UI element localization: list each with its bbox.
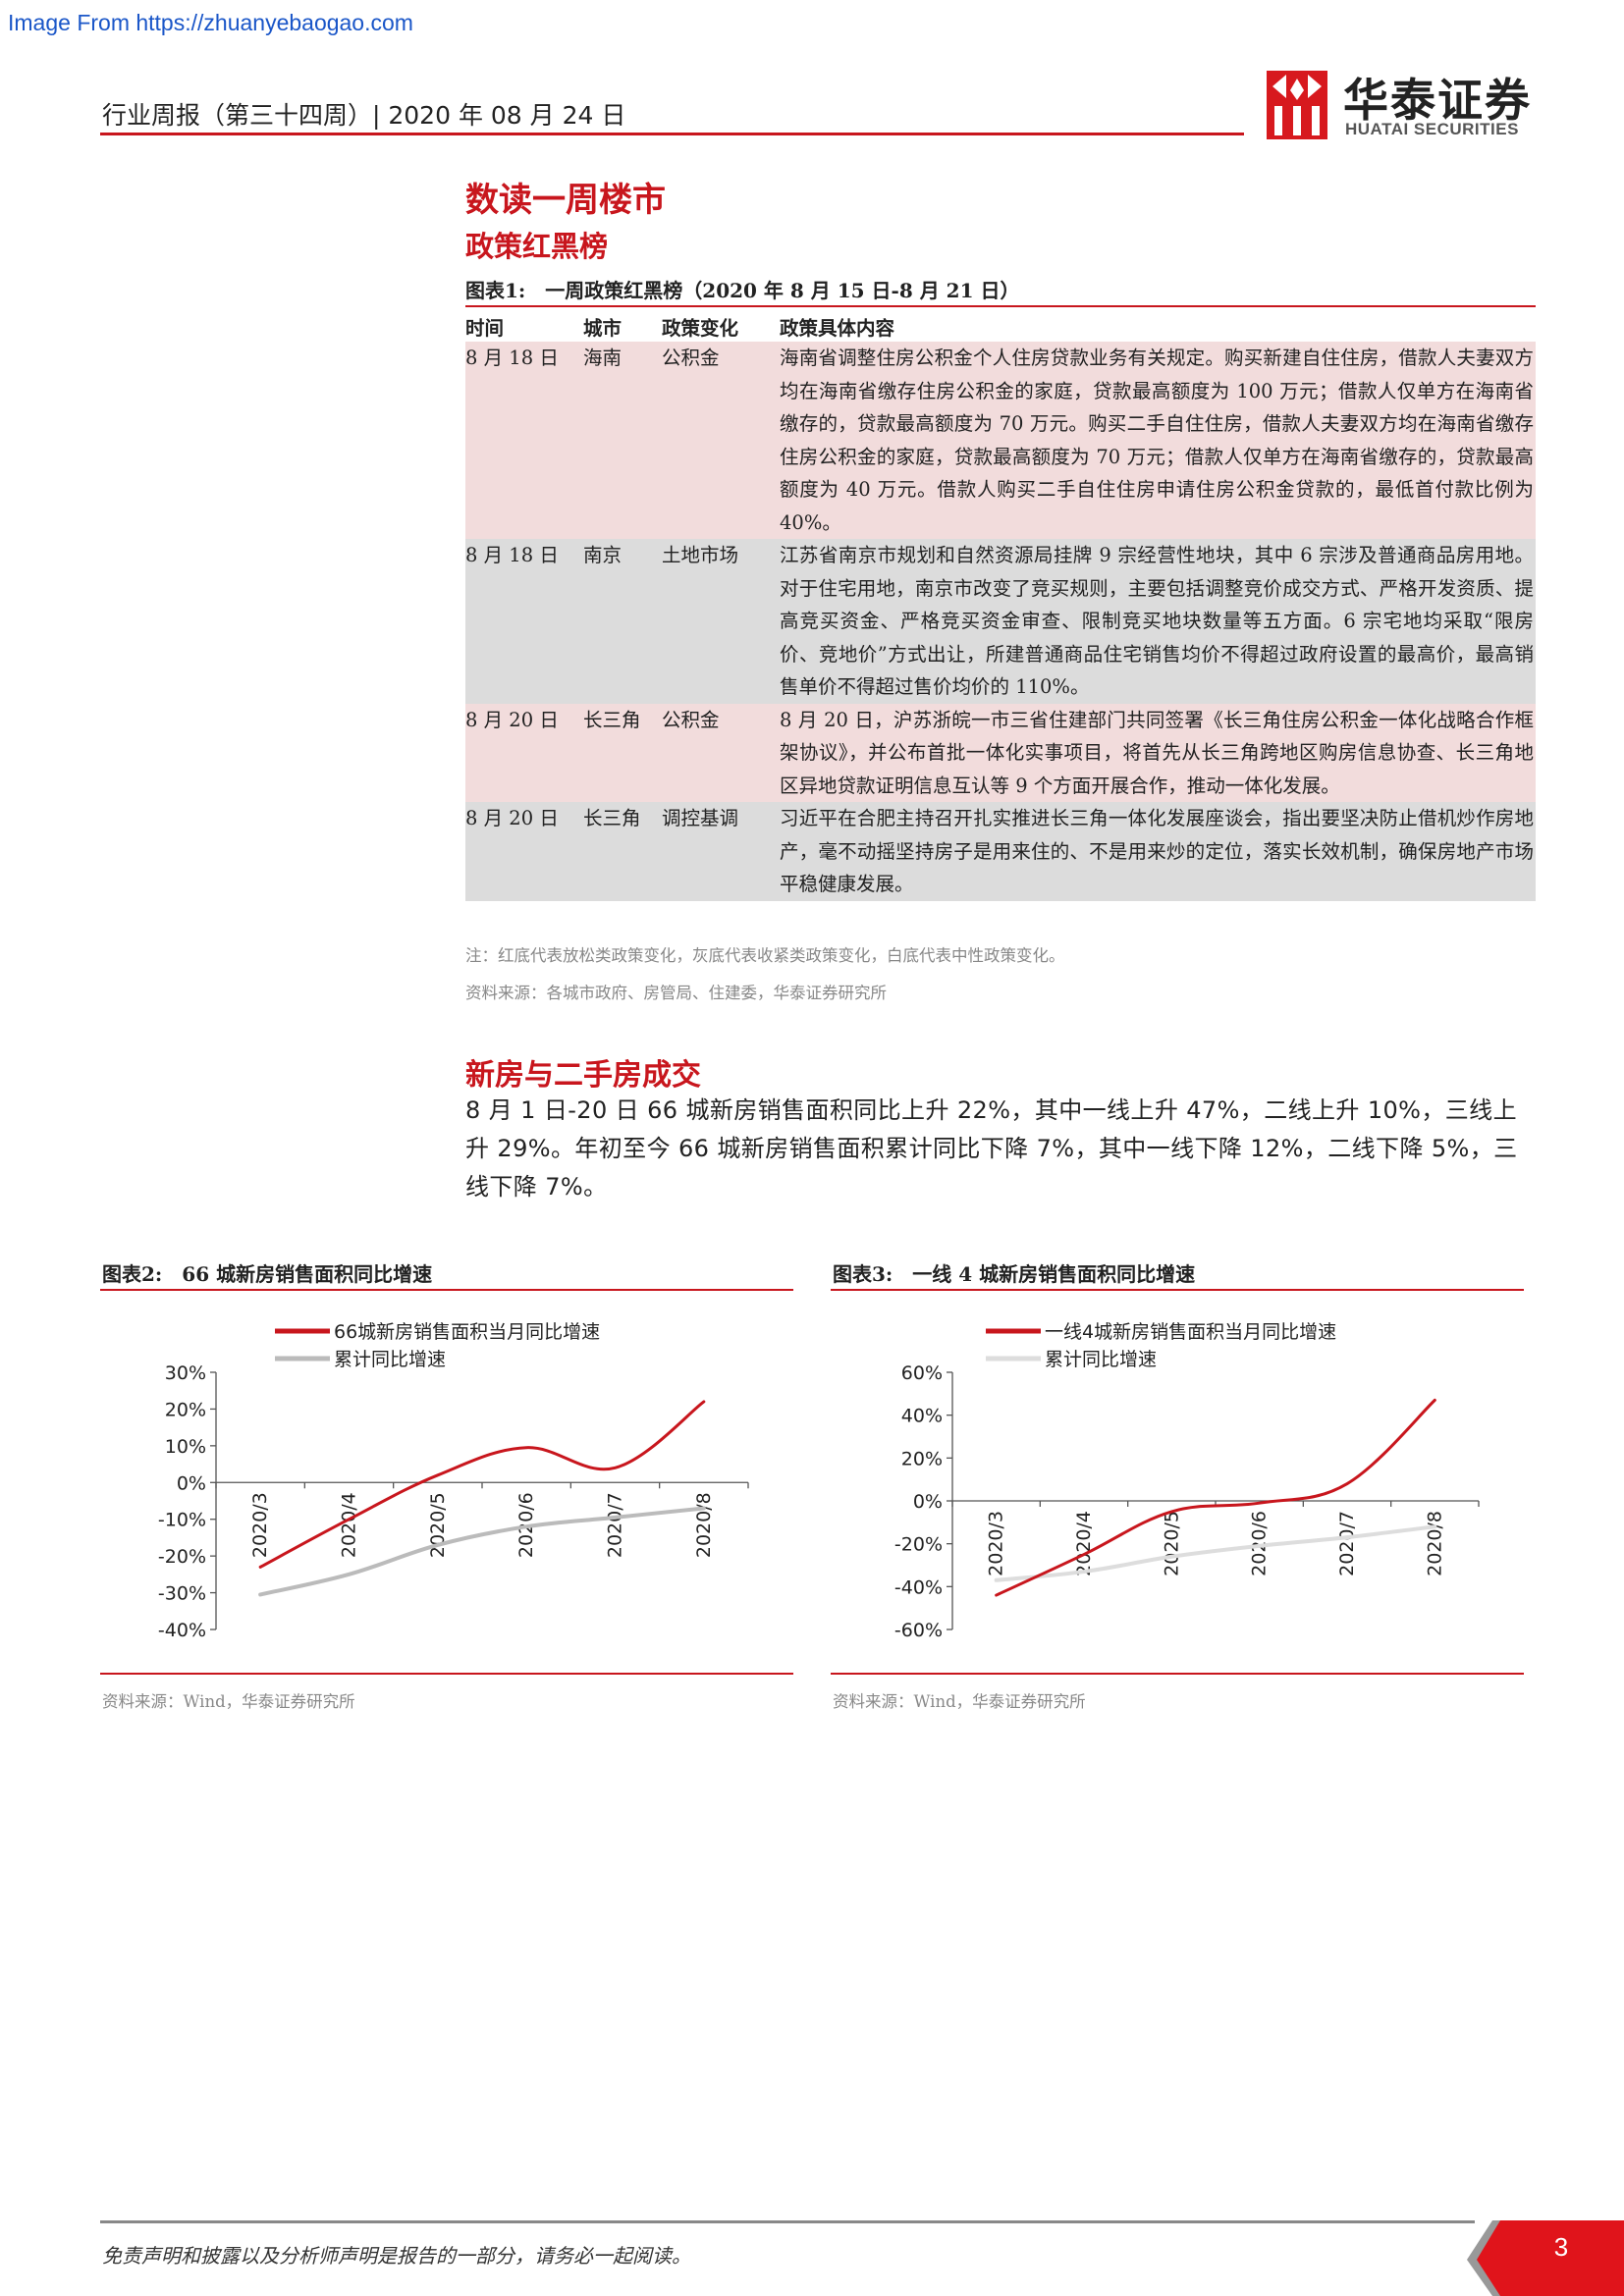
y-tick-label: 40% (901, 1406, 943, 1427)
source-watermark: Image From https://zhuanyebaogao.com (8, 10, 413, 35)
row-date: 8 月 18 日 (465, 342, 583, 539)
x-tick-label: 2020/5 (1161, 1511, 1182, 1576)
figure2-top-rule (100, 1289, 793, 1291)
row-change: 公积金 (662, 703, 780, 802)
section-title: 数读一周楼市 (465, 181, 666, 220)
series-line-0 (258, 1400, 706, 1569)
row-date: 8 月 20 日 (465, 703, 583, 802)
footer-disclaimer: 免责声明和披露以及分析师声明是报告的一部分，请务必一起阅读。 (102, 2244, 691, 2268)
figure3-bottom-rule (831, 1673, 1524, 1675)
header-rule (100, 133, 1244, 135)
table-row: 8 月 20 日 长三角 调控基调 习近平在合肥主持召开扎实推进长三角一体化发展… (465, 802, 1536, 901)
table-note: 注：红底代表放松类政策变化，灰底代表收紧类政策变化，白底代表中性政策变化。 (465, 946, 1065, 965)
policy-table: 时间 城市 政策变化 政策具体内容 8 月 18 日 海南 公积金 海南省调整住… (465, 310, 1536, 901)
y-tick-label: 60% (901, 1362, 943, 1384)
y-tick-label: -10% (158, 1510, 206, 1531)
y-tick-label: -60% (894, 1620, 943, 1641)
legend-label-0: 66城新房销售面积当月同比增速 (334, 1321, 600, 1343)
x-tick-label: 2020/7 (605, 1492, 626, 1558)
x-tick-label: 2020/6 (1249, 1511, 1271, 1576)
legend-label-1: 累计同比增速 (1045, 1349, 1157, 1370)
row-city: 长三角 (583, 703, 662, 802)
logo-english-name: HUATAI SECURITIES (1345, 120, 1519, 138)
y-tick-label: -20% (894, 1534, 943, 1556)
figure2-bottom-rule (100, 1673, 793, 1675)
legend-label-0: 一线4城新房销售面积当月同比增速 (1045, 1321, 1336, 1343)
section2-title: 新房与二手房成交 (465, 1058, 701, 1093)
page-number: 3 (1553, 2232, 1569, 2262)
row-content: 习近平在合肥主持召开扎实推进长三角一体化发展座谈会，指出要坚决防止借机炒作房地产… (780, 802, 1536, 901)
table-row: 8 月 18 日 海南 公积金 海南省调整住房公积金个人住房贷款业务有关规定。购… (465, 342, 1536, 539)
figure3-title: 图表3: 一线 4 城新房销售面积同比增速 (833, 1262, 1196, 1286)
table-top-rule (465, 305, 1536, 307)
figure3-top-rule (831, 1289, 1524, 1291)
figure3-source: 资料来源：Wind，华泰证券研究所 (833, 1692, 1086, 1711)
row-change: 调控基调 (662, 802, 780, 901)
figure2-title: 图表2: 66 城新房销售面积同比增速 (102, 1262, 433, 1286)
figure2-source: 资料来源：Wind，华泰证券研究所 (102, 1692, 355, 1711)
table-header-row: 时间 城市 政策变化 政策具体内容 (465, 310, 1536, 342)
row-date: 8 月 18 日 (465, 539, 583, 704)
row-city: 南京 (583, 539, 662, 704)
row-date: 8 月 20 日 (465, 802, 583, 901)
series-line-1 (258, 1506, 706, 1597)
report-header: 行业周报（第三十四周）| 2020 年 08 月 24 日 (102, 101, 626, 130)
x-tick-label: 2020/8 (693, 1492, 715, 1558)
x-tick-label: 2020/4 (1073, 1511, 1095, 1576)
column-header-city: 城市 (583, 316, 623, 340)
row-change: 土地市场 (662, 539, 780, 704)
x-tick-label: 2020/3 (986, 1511, 1007, 1576)
table-source: 资料来源：各城市政府、房管局、住建委，华泰证券研究所 (465, 984, 887, 1002)
page-number-box: 3 (1453, 2220, 1624, 2296)
section2-paragraph: 8 月 1 日-20 日 66 城新房销售面积同比上升 22%，其中一线上升 4… (465, 1096, 1518, 1201)
series-line-1 (994, 1524, 1437, 1582)
column-header-content: 政策具体内容 (780, 316, 895, 340)
logo-chinese-name: 华泰证券 (1343, 74, 1532, 127)
x-tick-label: 2020/7 (1336, 1511, 1358, 1576)
x-tick-label: 2020/3 (249, 1492, 271, 1558)
row-city: 海南 (583, 342, 662, 539)
y-tick-label: -20% (158, 1546, 206, 1568)
page-tab-shape (1467, 2220, 1624, 2296)
y-tick-label: 10% (165, 1436, 206, 1458)
column-header-change: 政策变化 (662, 316, 739, 340)
row-content: 8 月 20 日，沪苏浙皖一市三省住建部门共同签署《长三角住房公积金一体化战略合… (780, 703, 1536, 802)
y-tick-label: 0% (913, 1491, 943, 1513)
section-subtitle: 政策红黑榜 (465, 230, 609, 263)
y-tick-label: -30% (158, 1583, 206, 1605)
huatai-logo: 华泰证券 HUATAI SECURITIES (1267, 71, 1532, 141)
row-change: 公积金 (662, 342, 780, 539)
y-tick-label: 20% (901, 1448, 943, 1469)
table-row: 8 月 18 日 南京 土地市场 江苏省南京市规划和自然资源局挂牌 9 宗经营性… (465, 539, 1536, 704)
column-header-date: 时间 (465, 316, 505, 340)
x-tick-label: 2020/8 (1424, 1511, 1445, 1576)
x-tick-label: 2020/4 (339, 1492, 360, 1558)
table-row: 8 月 20 日 长三角 公积金 8 月 20 日，沪苏浙皖一市三省住建部门共同… (465, 703, 1536, 802)
y-tick-label: -40% (894, 1576, 943, 1598)
y-tick-label: 30% (165, 1362, 206, 1384)
figure1-title: 图表1: 一周政策红黑榜（2020 年 8 月 15 日-8 月 21 日） (465, 279, 1020, 302)
row-content: 海南省调整住房公积金个人住房贷款业务有关规定。购买新建自住住房，借款人夫妻双方均… (780, 342, 1536, 539)
legend-label-1: 累计同比增速 (334, 1349, 446, 1370)
y-tick-label: -40% (158, 1620, 206, 1641)
row-content: 江苏省南京市规划和自然资源局挂牌 9 宗经营性地块，其中 6 宗涉及普通商品房用… (780, 539, 1536, 704)
series-line-0 (995, 1398, 1436, 1597)
y-tick-label: 0% (177, 1472, 206, 1494)
y-tick-label: 20% (165, 1399, 206, 1420)
huatai-logo-icon (1267, 71, 1327, 139)
row-city: 长三角 (583, 802, 662, 901)
footer-rule (100, 2220, 1475, 2223)
